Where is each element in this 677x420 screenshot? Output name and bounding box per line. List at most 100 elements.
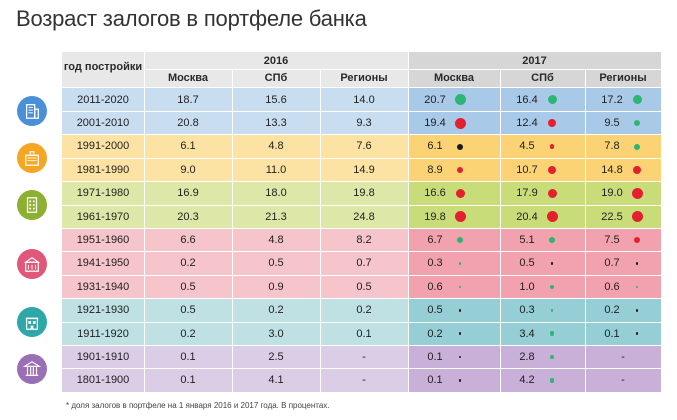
period-label: 1961-1970 <box>76 210 130 223</box>
change-dot-green <box>549 378 555 383</box>
col-divider <box>585 69 586 393</box>
value-2016-cell: 15.6 <box>265 93 287 106</box>
value-2016-cell: 14.9 <box>353 163 375 176</box>
value-2017-cell: 2.8 <box>519 351 535 364</box>
value-2016-cell: 18.0 <box>265 187 287 200</box>
value-2017-cell: 0.2 <box>427 327 443 340</box>
period-label: 1991-2000 <box>76 140 130 153</box>
value-2016-cell: 4.1 <box>268 374 284 387</box>
value-2017-cell: 6.7 <box>427 234 443 247</box>
value-2017-cell: 0.1 <box>427 374 443 387</box>
period-label: 1901-1910 <box>76 351 130 364</box>
row-divider <box>62 298 661 300</box>
row-divider <box>62 321 661 323</box>
period-label: 1911-1920 <box>77 327 129 340</box>
change-dot-green <box>634 143 640 150</box>
group-band-2017-3 <box>408 228 661 299</box>
value-2017-cell: - <box>621 351 625 364</box>
change-dot-green <box>458 262 462 265</box>
classical-facade-icon <box>17 353 47 384</box>
value-2017-cell: 19.0 <box>601 187 623 200</box>
value-2016-cell: 0.1 <box>356 327 372 340</box>
change-dot-red <box>454 211 466 223</box>
value-2016-cell: 20.3 <box>177 210 199 223</box>
value-2016-cell: 0.2 <box>268 304 284 317</box>
period-label: 1971-1980 <box>76 187 130 200</box>
change-dot-green <box>550 309 554 312</box>
value-2016-cell: - <box>362 351 366 364</box>
change-dot-black <box>458 355 462 359</box>
value-2016-cell: 0.5 <box>180 304 196 317</box>
col-divider <box>320 69 321 393</box>
change-dot-green <box>549 331 555 336</box>
row-divider <box>62 274 661 276</box>
value-2016-cell: 4.8 <box>268 140 284 153</box>
change-dot-black <box>635 262 639 265</box>
change-dot-green <box>635 285 639 289</box>
year-header-2016: 2016 <box>263 54 289 67</box>
value-2017-cell: 10.7 <box>516 163 538 176</box>
row-divider <box>62 251 661 253</box>
value-2017-cell: 0.1 <box>427 351 443 364</box>
row-divider <box>62 344 661 346</box>
change-dot-red <box>633 165 641 174</box>
value-2017-cell: 19.4 <box>424 117 446 130</box>
value-2017-cell: 9.5 <box>604 117 620 130</box>
change-dot-red <box>547 188 557 198</box>
change-dot-black <box>458 332 462 335</box>
change-dot-red <box>548 165 556 174</box>
change-dot-green <box>549 354 555 360</box>
value-2016-cell: 21.3 <box>265 210 287 223</box>
value-2016-cell: 19.8 <box>353 187 375 200</box>
value-2017-cell: 19.8 <box>424 210 446 223</box>
value-2016-cell: 8.2 <box>356 234 372 247</box>
change-dot-black <box>457 143 463 150</box>
value-2017-cell: 4.5 <box>519 140 535 153</box>
change-dot-red <box>454 117 466 129</box>
value-2017-cell: 17.2 <box>601 93 623 106</box>
value-2017-cell: - <box>621 374 625 387</box>
value-2017-cell: 0.5 <box>427 304 443 317</box>
value-2017-cell: 17.9 <box>516 187 538 200</box>
value-2017-cell: 14.8 <box>601 163 623 176</box>
value-2017-cell: 22.5 <box>601 210 623 223</box>
value-2016-cell: 6.1 <box>180 140 196 153</box>
row-divider <box>62 181 661 183</box>
value-2016-cell: 0.1 <box>180 351 196 364</box>
change-dot-green <box>632 95 642 105</box>
value-2016-cell: 0.5 <box>268 257 284 270</box>
value-2017-cell: 20.4 <box>516 210 538 223</box>
change-dot-red <box>457 166 463 173</box>
period-label: 1941-1950 <box>76 257 130 270</box>
footnote: * доля залогов в портфеле на 1 января 20… <box>66 401 330 410</box>
value-2017-cell: 20.7 <box>424 93 446 106</box>
value-2016-cell: 0.1 <box>180 374 196 387</box>
year-header-2017: 2017 <box>522 54 547 67</box>
change-dot-black <box>635 332 639 335</box>
value-2017-cell: 16.4 <box>516 93 538 106</box>
period-label: 1801-1900 <box>76 374 130 387</box>
value-2016-cell: 6.6 <box>180 234 196 247</box>
value-2016-cell: - <box>362 374 366 387</box>
value-2016-cell: 9.3 <box>356 117 372 130</box>
value-2016-cell: 0.2 <box>356 304 372 317</box>
period-label: 1951-1960 <box>76 234 130 247</box>
value-2016-cell: 0.5 <box>180 280 196 293</box>
value-2016-cell: 0.2 <box>180 327 196 340</box>
region-header-2017-2: Регионы <box>599 72 647 84</box>
change-dot-green <box>547 95 557 105</box>
value-2016-cell: 0.7 <box>356 257 372 270</box>
value-2016-cell: 2.5 <box>268 351 284 364</box>
value-2017-cell: 16.6 <box>424 187 446 200</box>
value-2017-cell: 7.8 <box>604 140 620 153</box>
period-label: 1921-1930 <box>76 304 130 317</box>
row-divider <box>62 204 661 206</box>
modern-tower-icon <box>17 96 47 127</box>
row-divider <box>62 110 661 112</box>
value-2017-cell: 12.4 <box>516 117 538 130</box>
row-divider <box>62 157 661 159</box>
value-2017-cell: 3.4 <box>519 327 535 340</box>
page-title: Возраст залогов в портфеле банка <box>16 6 367 31</box>
row-divider <box>62 368 661 370</box>
